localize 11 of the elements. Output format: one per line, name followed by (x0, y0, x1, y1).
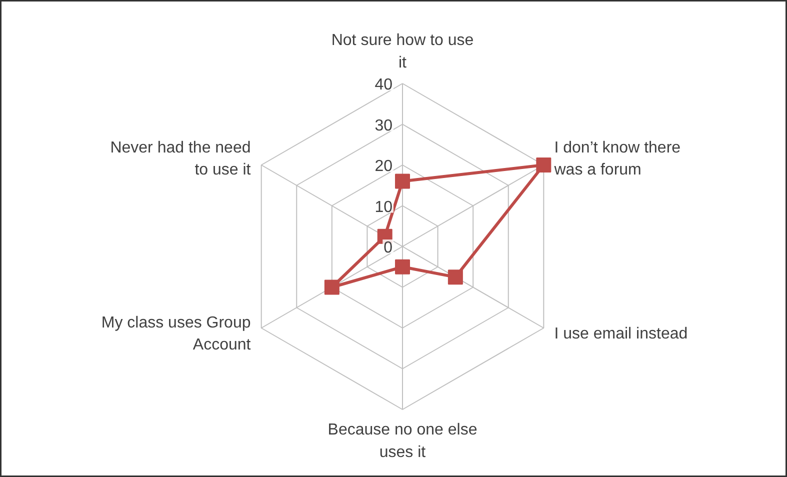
y-tick-label: 40 (374, 76, 393, 94)
spoke-label: Not sure how to use it (331, 32, 474, 72)
spoke-label: I don’t know there was a forum (553, 139, 681, 178)
spoke-label: Because no one else uses it (328, 422, 478, 461)
spoke-label: I use email instead (554, 326, 688, 343)
y-tick-label: 30 (374, 117, 393, 134)
y-tick-label: 10 (374, 198, 393, 216)
y-tick-label: 20 (374, 158, 393, 175)
spoke-label: Never had the need to use it (110, 139, 252, 178)
spoke-label: My class uses Group Account (101, 314, 252, 354)
y-tick-label: 0 (384, 240, 393, 256)
